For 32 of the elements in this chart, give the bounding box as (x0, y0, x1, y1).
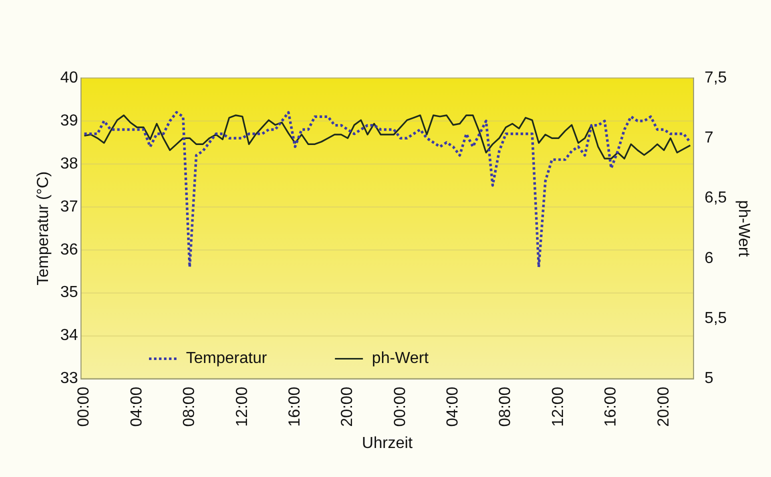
x-tick-label: 16:00 (286, 386, 304, 427)
legend-label: ph-Wert (372, 350, 430, 368)
y-tick-label: 35 (60, 284, 78, 302)
x-tick-label: 00:00 (392, 386, 409, 427)
x-tick-label: 00:00 (76, 386, 93, 427)
y2-tick-label: 6,5 (704, 190, 727, 207)
legend-label: Temperatur (186, 350, 268, 368)
y-tick-label: 39 (60, 112, 78, 130)
y-tick-label: 34 (60, 327, 78, 344)
y-tick-label: 40 (60, 69, 78, 86)
x-tick-label: 20:00 (339, 386, 356, 427)
x-tick-label: 08:00 (497, 386, 514, 427)
x-tick-label: 20:00 (655, 386, 672, 427)
y2-axis-title: ph-Wert (734, 200, 752, 258)
x-tick-label: 16:00 (602, 386, 620, 427)
y-tick-label: 38 (60, 155, 78, 172)
y2-tick-label: 7 (704, 130, 714, 147)
y-tick-label: 37 (60, 198, 78, 216)
x-tick-label: 08:00 (181, 386, 198, 427)
x-tick-label: 12:00 (550, 386, 567, 427)
x-tick-label: 04:00 (128, 386, 146, 427)
y-tick-label: 36 (60, 241, 78, 258)
y-tick-label: 33 (60, 370, 78, 388)
y2-tick-label: 7,5 (704, 69, 727, 86)
x-tick-label: 04:00 (444, 386, 462, 427)
x-tick-label: 12:00 (234, 386, 251, 427)
line-series (82, 111, 692, 268)
y2-tick-label: 5 (704, 370, 714, 388)
y-axis-title: Temperatur (°C) (35, 171, 52, 286)
y2-tick-label: 6 (704, 250, 714, 267)
x-axis-title: Uhrzeit (362, 434, 414, 452)
y2-tick-label: 5,5 (704, 310, 727, 328)
